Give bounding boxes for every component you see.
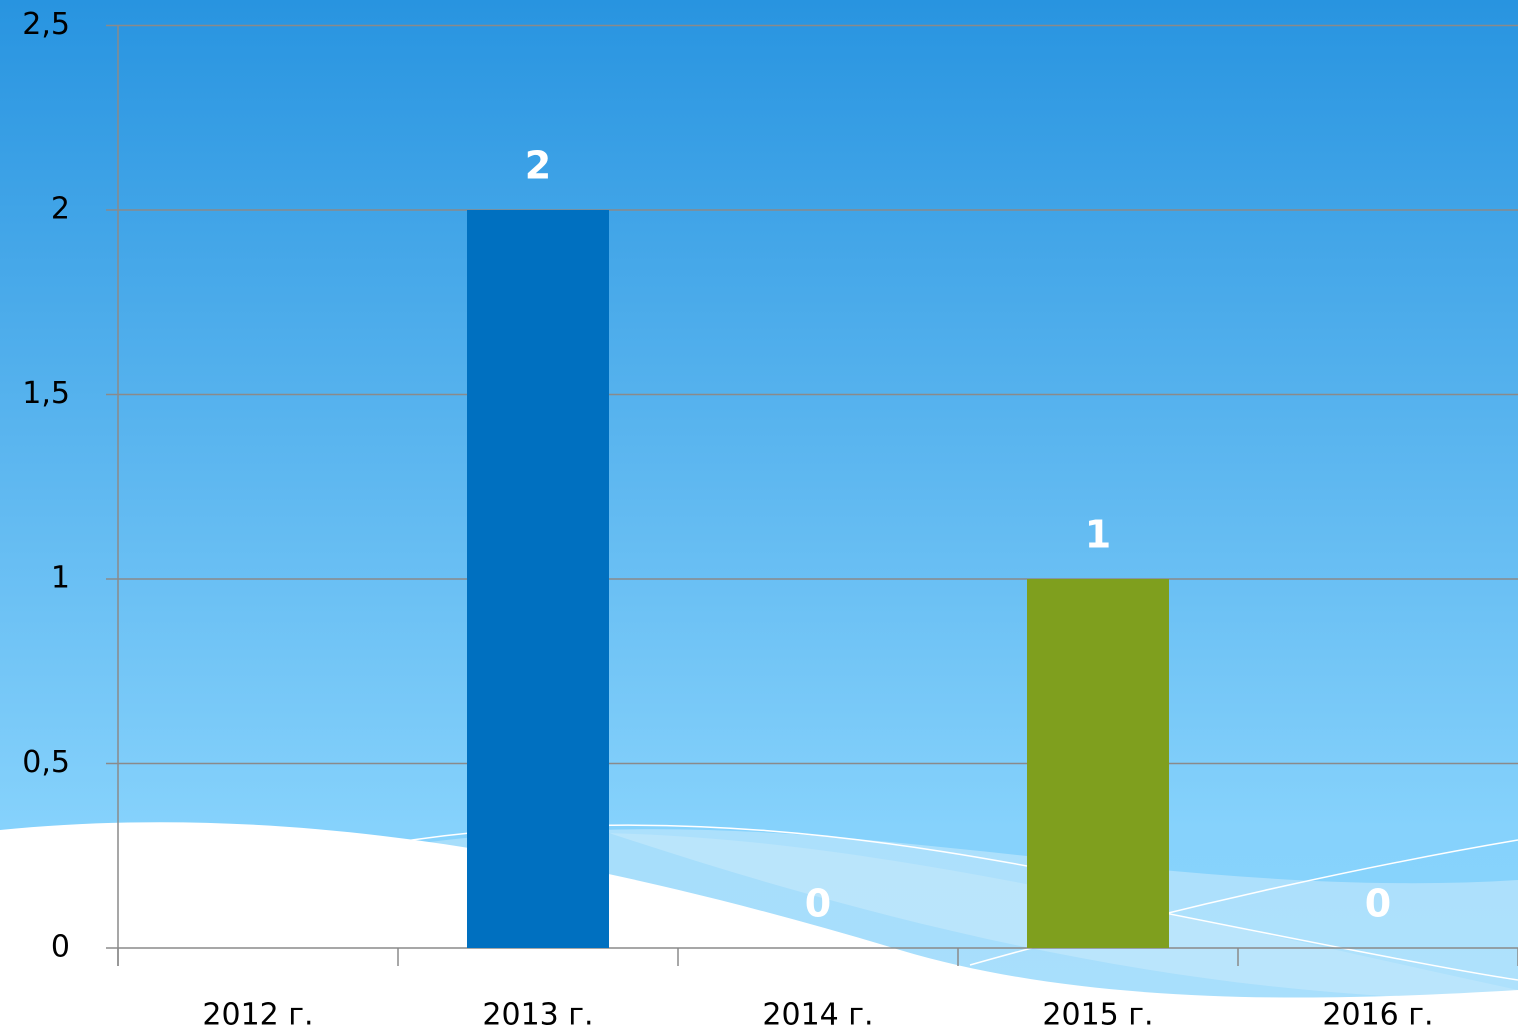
data-label: 0: [805, 882, 831, 926]
x-tick-label: 2015 г.: [1042, 998, 1153, 1033]
x-tick-label: 2012 г.: [202, 998, 313, 1033]
y-tick-label: 2: [51, 192, 70, 227]
bar: [1027, 579, 1169, 948]
data-label: 1: [1085, 513, 1111, 557]
x-tick-label: 2014 г.: [762, 998, 873, 1033]
y-tick-label: 0: [51, 930, 70, 965]
x-tick-label: 2016 г.: [1322, 998, 1433, 1033]
y-tick-label: 0,5: [22, 745, 70, 780]
y-tick-label: 1,5: [22, 376, 70, 411]
y-tick-label: 1: [51, 561, 70, 596]
y-tick-label: 2,5: [22, 7, 70, 42]
data-label: 0: [1365, 882, 1391, 926]
data-label: 2: [525, 144, 551, 188]
bar: [467, 210, 609, 948]
x-tick-label: 2013 г.: [482, 998, 593, 1033]
